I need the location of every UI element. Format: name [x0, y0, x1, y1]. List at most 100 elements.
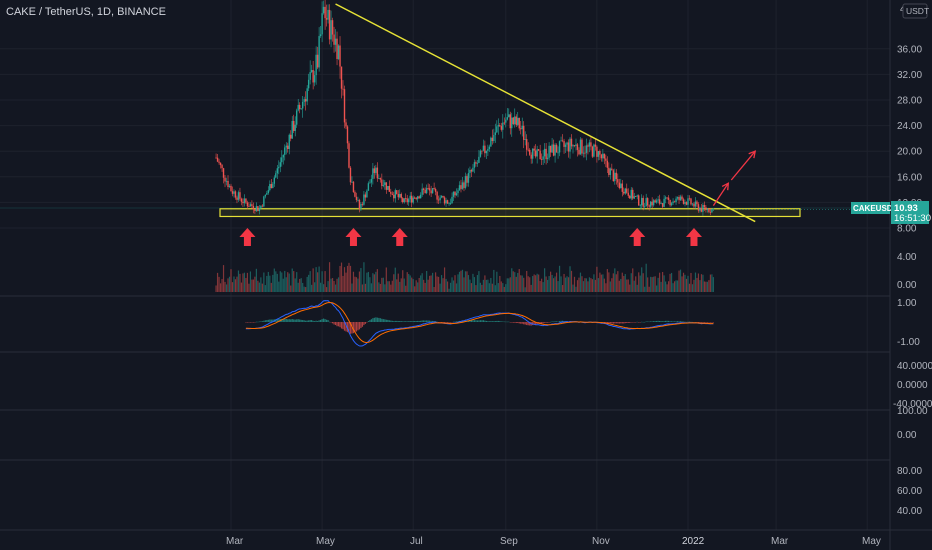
- volume-bar: [222, 265, 225, 292]
- macd-histogram-bar: [685, 321, 688, 323]
- volume-bar: [285, 277, 287, 292]
- volume-bar: [621, 272, 623, 292]
- candle-body: [709, 211, 712, 213]
- projection-arrows[interactable]: [712, 150, 757, 206]
- pane5-axis[interactable]: 80.00 60.00 40.00: [897, 466, 922, 517]
- macd-histogram-bar: [448, 322, 450, 323]
- candle-body: [624, 188, 626, 194]
- volume-axis[interactable]: 4.00 0.00: [897, 252, 917, 291]
- volume-bar: [505, 284, 507, 292]
- macd-histogram-bar: [657, 320, 659, 322]
- volume-bar: [599, 272, 601, 292]
- volume-bar: [411, 277, 413, 292]
- candle-body: [367, 183, 370, 191]
- macd-histogram-bar: [687, 321, 689, 323]
- volume-bar: [499, 275, 501, 292]
- pane3-axis[interactable]: 40.0000 0.0000 -40.0000: [893, 361, 932, 410]
- candle-body: [391, 193, 393, 195]
- currency-badge[interactable]: USDT: [902, 3, 929, 19]
- volume-bar: [369, 277, 371, 292]
- macd-histogram-bar: [656, 320, 658, 322]
- candle-body: [539, 150, 541, 160]
- volume-bar: [288, 273, 290, 292]
- candle-body: [264, 194, 267, 197]
- candle-body: [269, 183, 271, 191]
- pane4-axis[interactable]: 100.00 0.00: [897, 406, 928, 441]
- candle-body: [548, 145, 550, 158]
- macd-axis[interactable]: 1.00 -1.00: [897, 298, 920, 348]
- volume-bar: [705, 281, 707, 292]
- volume-bar: [521, 275, 523, 292]
- macd-histogram-bar: [508, 321, 510, 323]
- candle-body: [408, 199, 410, 203]
- candle-body: [321, 13, 323, 35]
- candle-body: [375, 167, 377, 173]
- volume-bar: [354, 276, 356, 292]
- macd-histogram-bar: [251, 322, 253, 323]
- volume-bar: [558, 265, 561, 292]
- candle-body: [451, 196, 453, 203]
- macd-histogram-bar: [667, 320, 670, 322]
- volume-bar: [252, 279, 255, 292]
- macd-histogram-bar: [650, 321, 652, 322]
- macd-histogram-bar: [370, 319, 372, 322]
- descending-trendline[interactable]: [335, 3, 756, 223]
- volume-bar: [581, 276, 583, 292]
- candle-body: [346, 126, 349, 144]
- macd-histogram-bar: [653, 321, 655, 322]
- volume-bar: [575, 286, 577, 292]
- macd-histogram-bar: [272, 319, 274, 322]
- support-arrows[interactable]: [239, 228, 702, 246]
- candle-body: [617, 179, 619, 183]
- macd-histogram-bar: [393, 321, 395, 322]
- volume-bar: [711, 274, 713, 292]
- candle-body: [433, 188, 435, 189]
- support-arrow-icon: [629, 228, 646, 246]
- volume-bar: [366, 272, 368, 292]
- candle-body: [222, 168, 225, 178]
- candle-body: [472, 167, 474, 172]
- candle-body: [424, 189, 426, 194]
- volume-bar: [632, 268, 634, 292]
- candle-body: [485, 150, 488, 154]
- support-zone-box[interactable]: [219, 208, 801, 218]
- candle-body: [315, 54, 317, 76]
- macd-histogram-bar: [485, 320, 487, 322]
- volume-bar: [606, 269, 608, 292]
- pane5-tick: 60.00: [897, 486, 922, 497]
- candle-body: [421, 188, 423, 195]
- volume-bar: [539, 280, 541, 292]
- symbol-title[interactable]: CAKE / TetherUS, 1D, BINANCE: [6, 6, 166, 18]
- time-axis[interactable]: Mar May Jul Sep Nov 2022 Mar May: [226, 536, 881, 547]
- volume-bar: [297, 282, 299, 292]
- volume-bar: [594, 279, 597, 292]
- macd-histogram-bar: [290, 319, 292, 322]
- candle-body: [385, 182, 388, 190]
- candle-body: [282, 154, 284, 158]
- volume-bar: [267, 271, 269, 292]
- volume-bar: [481, 284, 483, 292]
- volume-bar: [230, 269, 232, 292]
- pane5-tick: 80.00: [897, 466, 922, 477]
- projection-arrow-shaft: [730, 150, 756, 181]
- volume-bar: [547, 279, 549, 292]
- volume-bar: [520, 275, 522, 292]
- macd-histogram-bar: [294, 319, 296, 322]
- candle-body: [446, 200, 449, 204]
- volume-bar: [346, 265, 349, 292]
- candle-body: [427, 188, 429, 189]
- macd-histogram-bar: [676, 321, 679, 322]
- candle-body: [639, 205, 641, 207]
- time-label: Mar: [226, 536, 244, 547]
- candle-body: [275, 173, 277, 178]
- volume-bar: [567, 277, 570, 292]
- volume-bar: [503, 286, 505, 292]
- volume-bar: [569, 266, 571, 292]
- candle-body: [430, 190, 432, 194]
- candle-body: [319, 34, 322, 37]
- macd-histogram-bar: [552, 321, 555, 323]
- macd-histogram-bar: [255, 321, 257, 323]
- pane4-tick: 100.00: [897, 406, 928, 417]
- macd-histogram-bar: [617, 322, 619, 324]
